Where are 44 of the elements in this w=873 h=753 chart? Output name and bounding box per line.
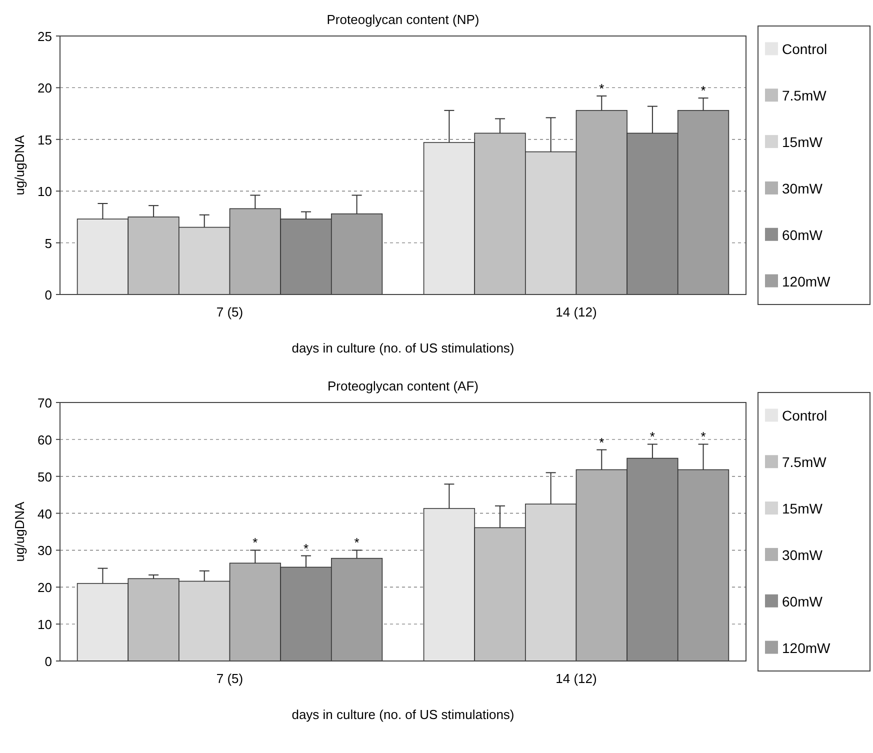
x-tick-label: 7 (5) bbox=[216, 671, 244, 686]
x-tick-label: 7 (5) bbox=[216, 304, 244, 320]
legend-label: Control bbox=[782, 41, 828, 58]
y-tick-label: 0 bbox=[44, 288, 52, 302]
y-tick-label: 0 bbox=[44, 654, 52, 669]
x-tick-label: 14 (12) bbox=[556, 304, 597, 320]
x-axis-title: days in culture (no. of US stimulations) bbox=[292, 707, 514, 722]
y-tick-label: 70 bbox=[38, 396, 52, 410]
chart-title: Proteoglycan content (AF) bbox=[327, 378, 479, 394]
legend-label: 30mW bbox=[782, 546, 824, 563]
y-axis-title: ug/ugDNA bbox=[12, 501, 27, 562]
legend-label: 120mW bbox=[782, 640, 832, 656]
legend-label: 15mW bbox=[782, 500, 824, 517]
legend-label: 60mW bbox=[782, 593, 824, 610]
data-label: * bbox=[700, 429, 706, 444]
y-tick-label: 50 bbox=[38, 469, 52, 484]
data-label: * bbox=[303, 540, 309, 556]
y-tick-label: 10 bbox=[38, 617, 52, 632]
y-tick-label: 20 bbox=[38, 580, 52, 596]
legend-label: 7.5mW bbox=[782, 454, 828, 470]
data-label: * bbox=[650, 429, 655, 444]
legend-label: 120mW bbox=[782, 273, 832, 290]
data-label: * bbox=[700, 83, 706, 98]
data-label: * bbox=[354, 535, 360, 550]
x-tick-label: 14 (12) bbox=[556, 671, 597, 686]
y-tick-label: 10 bbox=[38, 184, 52, 200]
chart-title: Proteoglycan content (NP) bbox=[326, 12, 480, 27]
legend-label: 60mW bbox=[782, 226, 824, 243]
y-tick-label: 15 bbox=[38, 132, 52, 148]
y-tick-label: 40 bbox=[38, 506, 52, 522]
data-label: * bbox=[252, 535, 258, 550]
legend-label: 15mW bbox=[782, 134, 824, 150]
y-axis-title: ug/ugDNA bbox=[12, 134, 27, 196]
y-tick-label: 20 bbox=[38, 80, 52, 96]
y-tick-label: 25 bbox=[38, 29, 52, 44]
data-label: * bbox=[599, 80, 604, 96]
y-tick-label: 60 bbox=[38, 432, 52, 448]
x-axis-title: days in culture (no. of US stimulations) bbox=[292, 340, 514, 356]
legend-label: 7.5mW bbox=[782, 88, 828, 104]
legend-label: Control bbox=[782, 408, 828, 424]
data-label: * bbox=[599, 434, 604, 450]
y-tick-label: 30 bbox=[38, 543, 52, 558]
legend-label: 30mW bbox=[782, 180, 824, 196]
y-tick-label: 5 bbox=[44, 236, 52, 251]
